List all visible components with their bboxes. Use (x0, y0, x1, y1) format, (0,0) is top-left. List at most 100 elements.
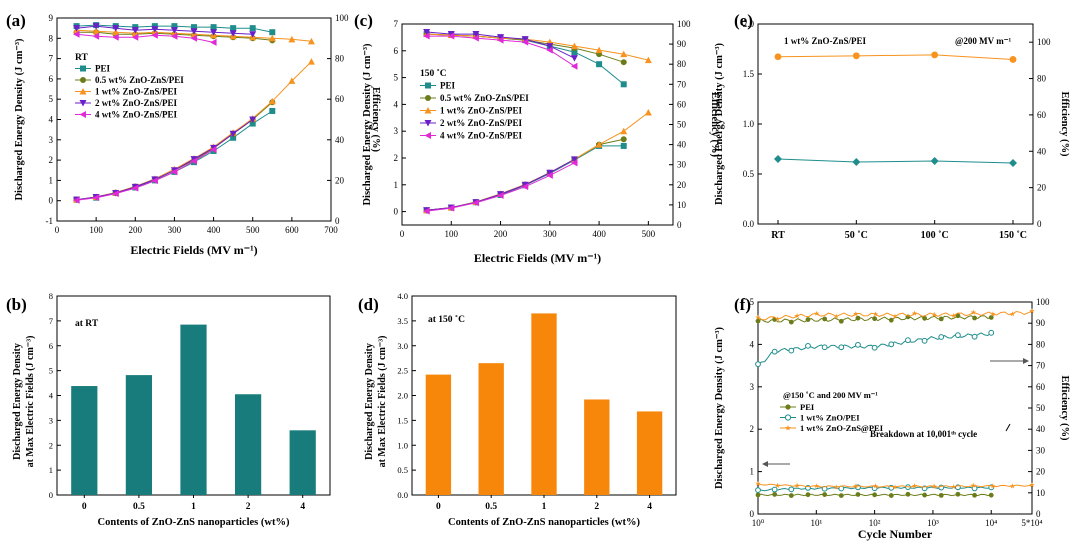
y-tick-label: 0 (394, 207, 399, 217)
x-tick-label: 10⁰ (752, 518, 765, 528)
y2-axis-label: Efficiency (%) (370, 87, 381, 153)
data-point-energy (521, 183, 529, 191)
legend-label: 1 wt% ZnO-ZnS@PEI (800, 423, 884, 433)
annotation: Breakdown at 10,001ᵗʰ cycle (870, 429, 977, 439)
panel-label-f: (f) (734, 295, 751, 314)
data-point-energy (269, 107, 276, 114)
data-point-efficiency (620, 81, 627, 88)
bar (531, 313, 557, 495)
data-point-energy (112, 190, 119, 198)
legend-marker (784, 414, 792, 421)
x-tick-label: 4 (300, 502, 305, 512)
data-point-efficiency (911, 310, 918, 316)
y2-tick-label: 90 (1036, 318, 1046, 328)
y2-tick-label: 10 (1036, 488, 1046, 498)
legend-label: 0.5 wt% ZnO-ZnS/PEI (440, 93, 529, 103)
data-point-energy (990, 483, 996, 489)
data-point-energy (131, 184, 139, 192)
data-point-efficiency (190, 34, 197, 42)
data-point-energy (872, 483, 879, 489)
data-point-efficiency (888, 341, 895, 348)
y2-tick-label: 90 (677, 39, 687, 49)
data-point-energy (794, 482, 800, 488)
y-tick-label: 0 (750, 509, 755, 519)
data-point-energy (905, 491, 911, 497)
data-point-energy (970, 482, 976, 488)
y2-tick-label: 70 (1036, 361, 1046, 371)
data-point-energy (229, 130, 237, 138)
data-point-efficiency (171, 23, 178, 30)
data-point-efficiency (774, 316, 781, 322)
y-axis-label-2: at Max Electric Fields (J cm⁻³) (25, 336, 36, 468)
data-point-efficiency (210, 29, 218, 36)
legend-marker (424, 120, 432, 127)
data-point-energy (772, 491, 778, 497)
data-point-energy (170, 168, 178, 176)
y2-tick-label: 70 (677, 79, 687, 89)
data-point-efficiency (151, 23, 158, 30)
data-point-energy (1009, 159, 1017, 167)
data-point-energy (972, 492, 977, 498)
y-tick-label: 2 (750, 424, 755, 434)
data-point-efficiency (872, 311, 879, 317)
legend-label: 1 wt% ZnO/PEI (800, 413, 860, 423)
data-point-efficiency (921, 337, 928, 344)
data-point-efficiency (92, 27, 100, 35)
data-point-efficiency (472, 34, 479, 42)
data-point-efficiency (288, 35, 296, 43)
y-tick-label: 3 (49, 135, 54, 145)
data-point-efficiency (988, 329, 995, 336)
y2-tick-label: 20 (335, 175, 345, 185)
y2-tick-label: 0 (1037, 219, 1042, 229)
data-point-efficiency (131, 27, 139, 34)
x-tick-label: 400 (207, 225, 221, 235)
data-point-efficiency (871, 344, 878, 351)
x-tick-label: 700 (324, 225, 338, 235)
x-tick-label: 300 (543, 229, 557, 239)
data-point-energy (771, 486, 778, 493)
data-point-efficiency (190, 28, 198, 35)
y-tick-label: 0.0 (743, 219, 755, 229)
x-tick-label: 100 (445, 229, 459, 239)
y2-tick-label: 60 (677, 99, 687, 109)
x-tick-label: 10¹ (810, 518, 822, 528)
data-point-energy (249, 116, 257, 123)
data-point-energy (855, 492, 861, 497)
x-tick-label: 100 ˚C (921, 230, 949, 241)
data-point-energy (814, 483, 820, 489)
data-point-efficiency (774, 53, 782, 61)
legend-marker (80, 65, 86, 72)
y2-tick-label: 0 (1036, 509, 1041, 519)
y2-axis-label: Efficiency (%) (1059, 91, 1070, 157)
data-point-efficiency (955, 313, 961, 319)
y2-tick-label: 20 (1036, 467, 1046, 477)
data-point-energy (911, 483, 918, 489)
y2-tick-label: 10 (677, 200, 687, 210)
data-point-efficiency (755, 314, 761, 320)
data-point-energy (892, 484, 898, 490)
series-line-energy (777, 158, 1014, 164)
data-point-energy (931, 483, 937, 489)
data-point-energy (805, 492, 811, 498)
data-point-efficiency (821, 344, 828, 351)
series-line-efficiency (76, 25, 253, 35)
legend-label: 4 wt% ZnO-ZnS/PEI (440, 131, 523, 141)
y-tick-label: 2 (394, 153, 399, 163)
data-point-energy (988, 492, 994, 498)
data-point-energy (852, 158, 861, 166)
x-tick-label: 0 (400, 229, 405, 239)
data-point-energy (930, 157, 939, 165)
y2-tick-label: 80 (1036, 339, 1046, 349)
y2-tick-label: 40 (1037, 146, 1047, 156)
series-line-energy (76, 149, 214, 201)
x-axis-label: Contents of ZnO-ZnS nanoparticles (wt%) (98, 517, 290, 528)
data-point-energy (822, 492, 828, 497)
data-point-efficiency (955, 332, 961, 339)
y2-tick-label: 100 (677, 19, 691, 29)
y2-tick-label: 40 (1036, 424, 1046, 434)
data-point-efficiency (521, 38, 529, 46)
plot-frame-e (757, 23, 1034, 225)
data-point-energy (447, 204, 455, 212)
data-point-efficiency (838, 344, 845, 351)
data-point-energy (755, 492, 761, 498)
